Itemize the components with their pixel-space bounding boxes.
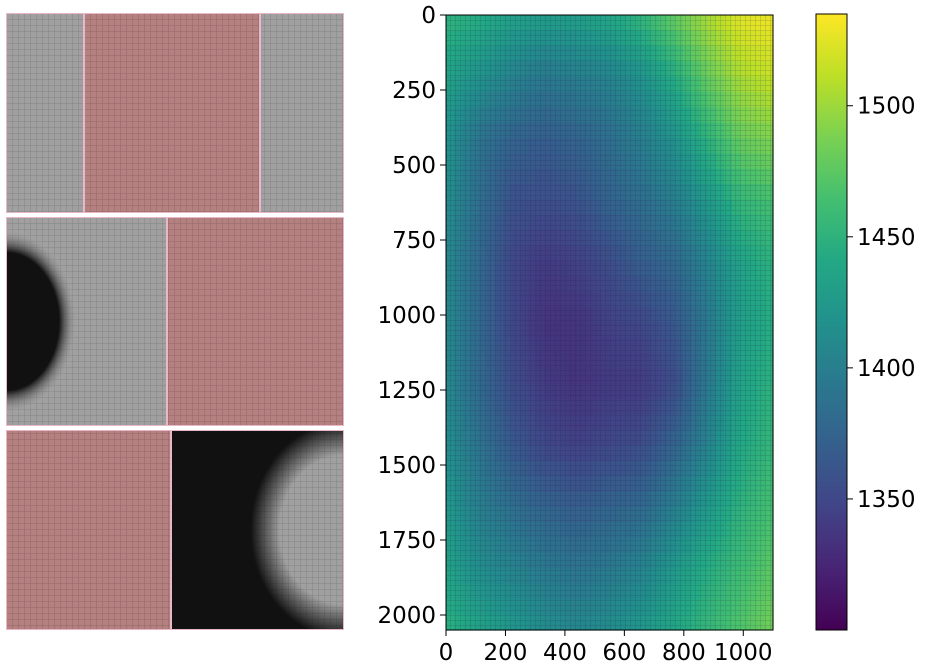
heatmap-frame	[445, 14, 774, 631]
colorbar-tick-label: 1500	[857, 94, 916, 120]
stack-tile	[6, 217, 167, 426]
x-tick-label: 600	[602, 640, 646, 663]
stack-tile	[260, 13, 344, 213]
y-tick-label: 1750	[377, 528, 436, 554]
heatmap-texture	[446, 15, 773, 630]
x-tick-label: 1000	[714, 640, 773, 663]
colorbar-tick-label: 1350	[857, 487, 916, 513]
tile-stack-image	[6, 13, 344, 630]
y-tick-label: 1000	[377, 303, 436, 329]
stack-tile	[6, 430, 171, 630]
stack-tile	[167, 217, 344, 426]
x-axis: 0 200 400 600 800 1000	[439, 630, 773, 663]
x-tick-label: 400	[543, 640, 587, 663]
y-tick-label: 1250	[377, 378, 436, 404]
colorbar-gradient	[815, 13, 848, 631]
y-tick-label: 0	[421, 3, 436, 29]
y-tick-label: 2000	[377, 603, 436, 629]
stack-tile	[84, 13, 260, 213]
x-tick-label: 800	[662, 640, 706, 663]
x-tick-label: 0	[439, 640, 454, 663]
colorbar-tick-label: 1450	[857, 225, 916, 251]
stack-tile	[171, 430, 344, 630]
colorbar: 1350 1400 1450 1500	[815, 13, 916, 631]
y-tick-label: 750	[392, 228, 436, 254]
y-tick-label: 250	[392, 78, 436, 104]
y-axis: 0 250 500 750 1000 1250 1500 1750 2000	[377, 3, 446, 629]
y-tick-label: 1500	[377, 453, 436, 479]
stack-tile	[6, 13, 84, 213]
x-tick-label: 200	[484, 640, 528, 663]
tile-stack-panel	[6, 13, 344, 630]
y-tick-label: 500	[392, 153, 436, 179]
colorbar-tick-label: 1400	[857, 356, 916, 382]
